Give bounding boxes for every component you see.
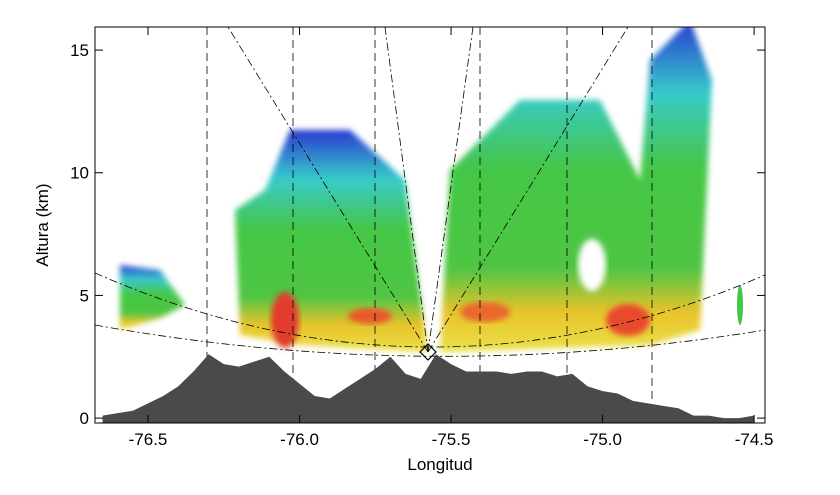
y-tick-label: 15 (70, 41, 89, 60)
x-axis-label: Longitud (407, 455, 472, 474)
radar-echo (120, 27, 743, 352)
y-tick-label: 5 (80, 286, 89, 305)
x-tick-label: -75.0 (583, 430, 622, 449)
y-tick-label: 10 (70, 164, 89, 183)
x-tick-label: -76.5 (129, 430, 168, 449)
x-tick-label: -76.0 (280, 430, 319, 449)
y-axis-label: Altura (km) (33, 183, 52, 266)
guide-lines (94, 26, 766, 418)
terrain-area (102, 354, 755, 423)
x-tick-label: -75.5 (432, 430, 471, 449)
plot-frame (94, 26, 766, 424)
y-tick-label: 0 (80, 409, 89, 428)
x-tick-label: -74.5 (735, 430, 774, 449)
